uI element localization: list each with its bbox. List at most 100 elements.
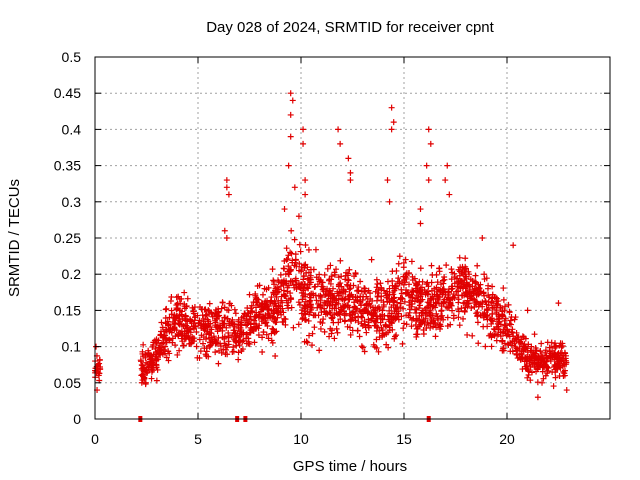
- data-point: [246, 291, 253, 298]
- data-point: [291, 184, 298, 191]
- data-point: [340, 287, 347, 294]
- data-point: [437, 321, 444, 328]
- data-point: [277, 283, 284, 290]
- data-point: [481, 309, 488, 316]
- data-point: [288, 304, 295, 311]
- data-point: [270, 290, 277, 297]
- data-point: [462, 255, 469, 262]
- data-point: [174, 351, 181, 358]
- y-axis-label: SRMTID / TECUs: [6, 179, 23, 297]
- data-point: [142, 381, 149, 388]
- data-point: [534, 360, 541, 367]
- data-point: [193, 343, 200, 350]
- data-point: [221, 340, 228, 347]
- data-point: [326, 302, 333, 309]
- data-point: [534, 365, 541, 372]
- data-point: [449, 269, 456, 276]
- data-point: [530, 349, 537, 356]
- data-point: [284, 284, 291, 291]
- data-point: [347, 316, 354, 323]
- data-point: [346, 291, 353, 298]
- data-point: [95, 372, 102, 379]
- data-point: [392, 304, 399, 311]
- data-point: [195, 320, 202, 327]
- data-point: [187, 329, 194, 336]
- data-point: [444, 314, 451, 321]
- data-point: [142, 354, 149, 361]
- data-point: [527, 347, 534, 354]
- data-point: [257, 308, 264, 315]
- data-point: [330, 319, 337, 326]
- data-point: [198, 332, 205, 339]
- data-point: [162, 315, 169, 322]
- data-point: [265, 335, 272, 342]
- data-point: [184, 295, 191, 302]
- data-point: [389, 268, 396, 275]
- data-point: [376, 306, 383, 313]
- data-point: [285, 263, 292, 270]
- data-point: [425, 288, 432, 295]
- data-point: [369, 304, 376, 311]
- data-point: [388, 313, 395, 320]
- data-point: [139, 350, 146, 357]
- data-point: [455, 314, 462, 321]
- data-point: [265, 305, 272, 312]
- data-point: [361, 348, 368, 355]
- data-point: [318, 293, 325, 300]
- data-point: [361, 285, 368, 292]
- data-point: [546, 344, 553, 351]
- data-point: [507, 317, 514, 324]
- data-point: [321, 308, 328, 315]
- data-point: [416, 305, 423, 312]
- data-point: [327, 280, 334, 287]
- data-point: [551, 364, 558, 371]
- data-point: [494, 300, 501, 307]
- data-point: [250, 328, 257, 335]
- data-point: [425, 177, 432, 184]
- data-point: [299, 316, 306, 323]
- data-point: [319, 319, 326, 326]
- data-point: [300, 140, 307, 147]
- data-point: [432, 304, 439, 311]
- data-point: [386, 327, 393, 334]
- data-point: [295, 299, 302, 306]
- data-point: [349, 311, 356, 318]
- data-point: [451, 274, 458, 281]
- data-point: [287, 90, 294, 97]
- data-point: [391, 335, 398, 342]
- data-point: [532, 354, 539, 361]
- data-point: [441, 296, 448, 303]
- data-point: [355, 287, 362, 294]
- data-point: [401, 320, 408, 327]
- data-point: [236, 342, 243, 349]
- data-point: [199, 340, 206, 347]
- data-point: [260, 328, 267, 335]
- data-point: [460, 315, 467, 322]
- data-point: [224, 351, 231, 358]
- data-point: [194, 354, 201, 361]
- data-point: [559, 343, 566, 350]
- data-point: [206, 300, 213, 307]
- data-point: [431, 285, 438, 292]
- data-point: [232, 333, 239, 340]
- data-point: [320, 316, 327, 323]
- data-point: [347, 312, 354, 319]
- data-point: [405, 289, 412, 296]
- data-points: [92, 90, 570, 401]
- data-point: [527, 377, 534, 384]
- data-point: [219, 324, 226, 331]
- data-point: [384, 278, 391, 285]
- data-point: [397, 296, 404, 303]
- data-point: [504, 327, 511, 334]
- data-point: [231, 321, 238, 328]
- data-point: [225, 191, 232, 198]
- data-point: [499, 347, 506, 354]
- data-point: [209, 313, 216, 320]
- data-point: [499, 308, 506, 315]
- data-point: [462, 304, 469, 311]
- data-point: [373, 297, 380, 304]
- data-point: [368, 256, 375, 263]
- data-point: [412, 280, 419, 287]
- data-point: [354, 327, 361, 334]
- data-point: [513, 345, 520, 352]
